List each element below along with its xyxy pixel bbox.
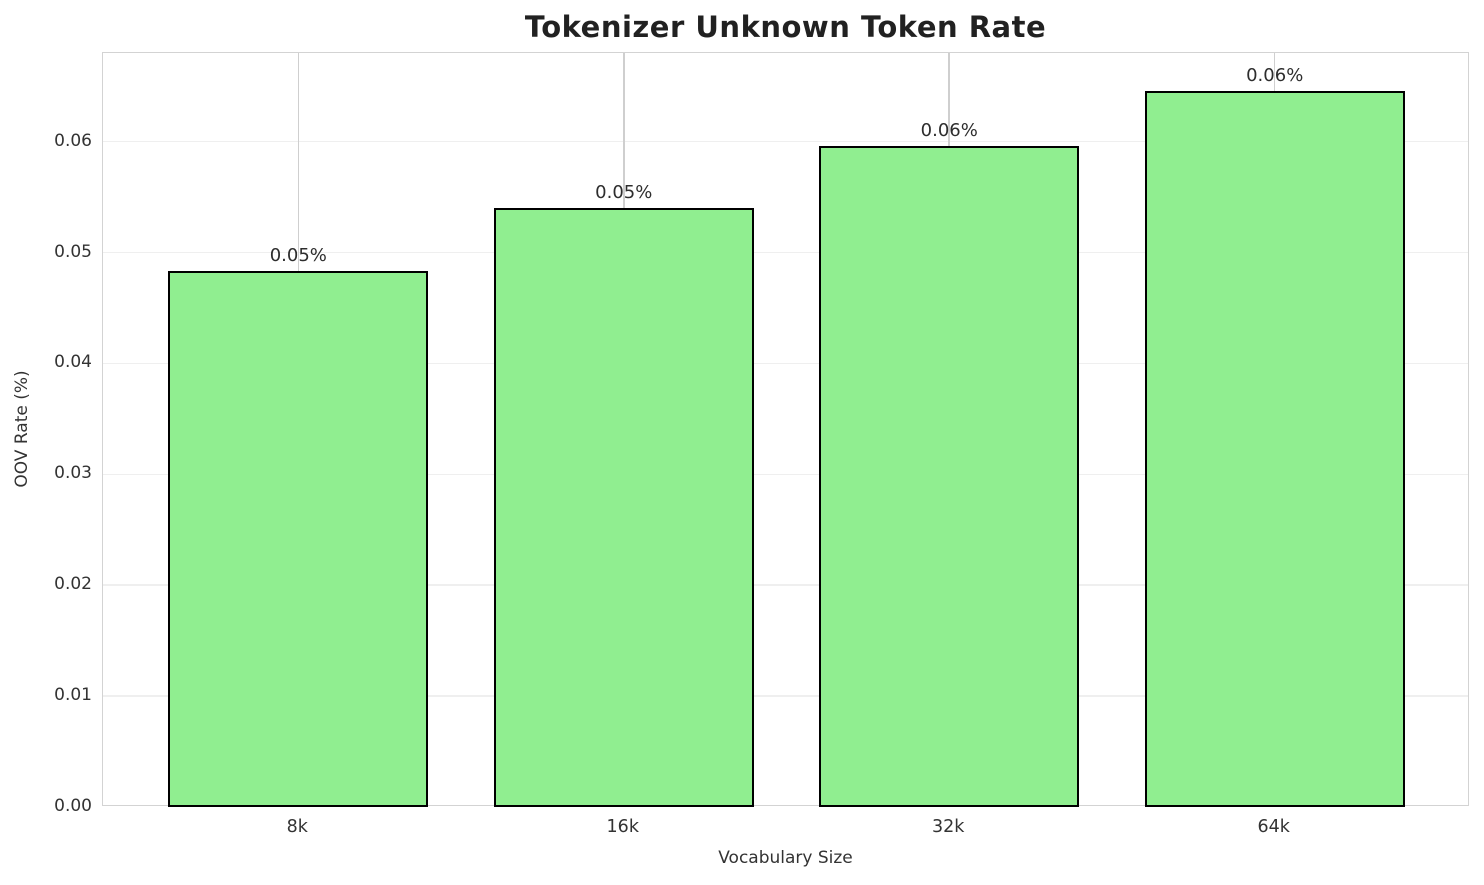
- x-tick-label: 32k: [932, 817, 965, 837]
- chart-title: Tokenizer Unknown Token Rate: [524, 10, 1047, 44]
- y-axis-label: OOV Rate (%): [12, 370, 32, 488]
- bar-value-label: 0.06%: [1246, 64, 1304, 86]
- bar-64k: [1144, 90, 1405, 807]
- y-tick-label: 0.04: [54, 352, 92, 373]
- y-tick-label: 0.02: [54, 574, 92, 595]
- y-tick-label: 0.05: [54, 241, 92, 262]
- bar-32k: [819, 146, 1080, 807]
- y-tick-label: 0.01: [54, 685, 92, 706]
- y-tick-label: 0.06: [54, 130, 92, 151]
- gridline-horizontal: [103, 695, 1468, 697]
- gridline-horizontal: [103, 362, 1468, 365]
- x-tick-label: 8k: [286, 817, 308, 837]
- x-axis-label: Vocabulary Size: [718, 848, 853, 868]
- bar-8k: [168, 271, 429, 807]
- x-tick-label: 16k: [606, 817, 639, 837]
- bar-value-label: 0.06%: [920, 120, 978, 142]
- gridline-horizontal: [103, 584, 1468, 586]
- x-tick-label: 64k: [1257, 817, 1290, 837]
- gridline-horizontal: [103, 251, 1468, 254]
- y-tick-label: 0.00: [54, 796, 92, 816]
- bar-value-label: 0.05%: [269, 245, 327, 267]
- bar-16k: [493, 208, 754, 807]
- gridline-horizontal: [103, 473, 1468, 476]
- plot-area: 0.05% 0.05% 0.06% 0.06%: [102, 52, 1469, 807]
- gridline-horizontal: [103, 140, 1468, 143]
- y-tick-label: 0.03: [54, 463, 92, 484]
- bar-value-label: 0.05%: [595, 182, 653, 204]
